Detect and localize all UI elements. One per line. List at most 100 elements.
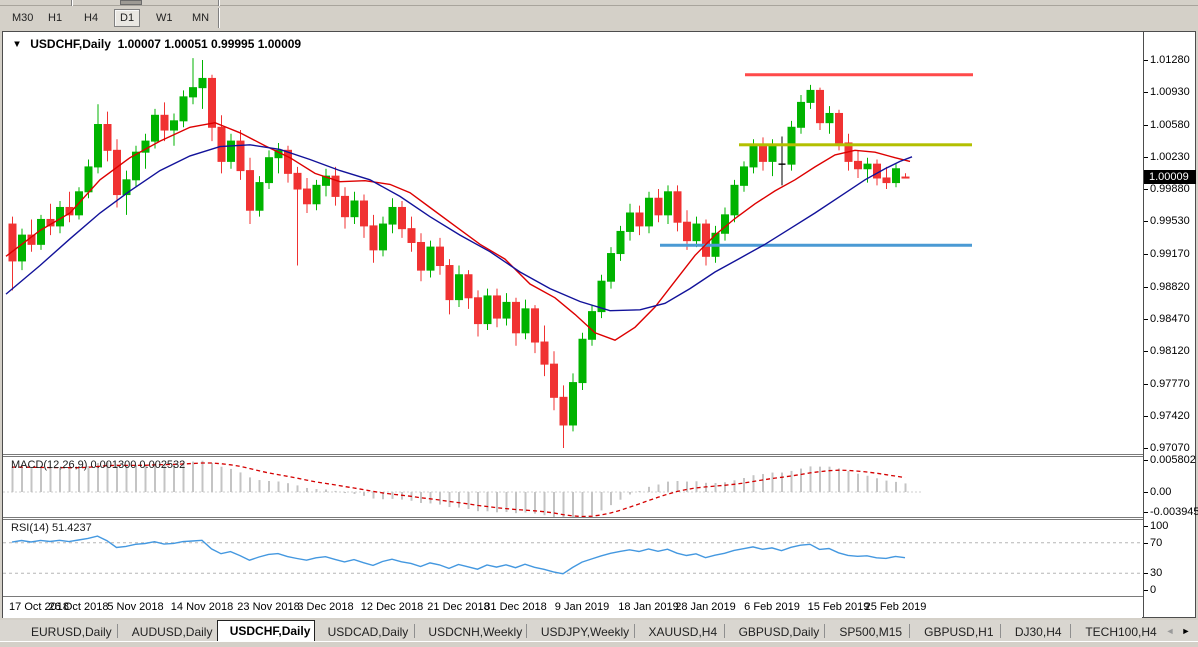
- chart-tab-eurusd[interactable]: EURUSD,Daily: [31, 625, 112, 639]
- chart-window[interactable]: ▼ USDCHF,Daily 1.00007 1.00051 0.99995 1…: [2, 31, 1198, 618]
- chart-caret-icon[interactable]: ▼: [12, 38, 22, 50]
- resistance-yellow: [739, 143, 972, 147]
- chart-title: ▼ USDCHF,Daily 1.00007 1.00051 0.99995 1…: [11, 37, 301, 51]
- date-axis-label: 25 Feb 2019: [864, 601, 927, 613]
- chart-tab-xauusd[interactable]: XAUUSD,H4: [648, 625, 718, 639]
- level-lines-layer: [660, 73, 973, 247]
- timeframe-button-d1[interactable]: D1: [114, 9, 141, 27]
- date-axis-label: 28 Jan 2019: [675, 601, 736, 613]
- time-axis[interactable]: 17 Oct 2018 26 Oct 2018 5 Nov 2018 14 Nov 2…: [3, 598, 1142, 618]
- tab-separator: [116, 624, 118, 638]
- axis-tick: [1144, 318, 1148, 320]
- price-axis-label: 0.98470: [1150, 312, 1190, 325]
- status-bar-edge: [0, 641, 1198, 647]
- price-axis-label: 0.99530: [1150, 215, 1190, 228]
- date-axis-label: 6 Feb 2019: [744, 601, 800, 613]
- tab-separator: [909, 624, 911, 638]
- chart-tab-tech100[interactable]: TECH100,H4: [1085, 625, 1157, 639]
- chart-tab-sp500[interactable]: SP500,M15: [839, 625, 903, 639]
- slow-ma: [5, 144, 913, 312]
- price-chart-canvas[interactable]: [3, 33, 1142, 454]
- timeframe-button-h4[interactable]: H4: [84, 12, 99, 24]
- rsi-axis-label: 30: [1150, 567, 1163, 580]
- timeframe-button-w1[interactable]: W1: [156, 12, 173, 24]
- axis-tick: [1144, 460, 1148, 461]
- axis-tick: [1144, 415, 1148, 417]
- axis-tick: [1144, 590, 1148, 591]
- date-axis-label: 21 Dec 2018: [427, 601, 490, 613]
- pane-splitter[interactable]: [3, 517, 1195, 520]
- axis-tick: [1144, 512, 1148, 514]
- current-price-tag: 1.00009: [1144, 170, 1196, 185]
- chart-tab-gbpusd[interactable]: GBPUSD,H1: [924, 625, 994, 639]
- candles-layer: [8, 58, 910, 449]
- rsi-axis-label: 70: [1150, 536, 1163, 549]
- timeframe-button-m30[interactable]: M30: [12, 12, 34, 24]
- chart-tab-gbpusd[interactable]: GBPUSD,Daily: [738, 625, 820, 639]
- rsi-axis-label: 100: [1150, 520, 1169, 532]
- price-axis-label: 1.00930: [1150, 86, 1190, 99]
- macd-axis-label: 0.005802: [1150, 454, 1196, 466]
- axis-tick: [1144, 221, 1148, 223]
- price-axis-label: 0.99170: [1150, 248, 1190, 261]
- tab-separator: [633, 624, 635, 638]
- macd-label: MACD(12,26,9) 0.001300 0.002532: [11, 459, 186, 471]
- tab-separator: [1070, 624, 1072, 638]
- price-axis-label: 1.00580: [1150, 118, 1190, 131]
- macd-axis-label: 0.00: [1150, 486, 1172, 498]
- date-axis-label: 12 Dec 2018: [360, 601, 424, 613]
- chart-tab-usdjpy[interactable]: USDJPY,Weekly: [540, 625, 630, 639]
- moving-averages-layer: [5, 121, 913, 341]
- axis-tick: [1144, 189, 1148, 191]
- price-axis-label: 0.97070: [1150, 442, 1190, 455]
- macd-pane[interactable]: MACD(12,26,9) 0.001300 0.002532: [3, 457, 1142, 517]
- price-axis-label: 1.01280: [1150, 54, 1190, 66]
- date-axis-label: 15 Feb 2019: [807, 601, 870, 613]
- macd-canvas[interactable]: [3, 457, 1142, 517]
- axis-tick: [1144, 526, 1148, 527]
- axis-tick: [1144, 383, 1148, 385]
- date-axis-label: 3 Dec 2018: [297, 601, 354, 613]
- tab-scroll-right-icon[interactable]: ►: [1181, 625, 1191, 636]
- value-axis[interactable]: 1.00009 1.01280 1.00930 1.00580 1.00230 0.99…: [1143, 32, 1198, 617]
- date-axis-label: 9 Jan 2019: [554, 601, 610, 613]
- price-pane[interactable]: ▼ USDCHF,Daily 1.00007 1.00051 0.99995 1…: [3, 33, 1142, 454]
- axis-tick: [1144, 448, 1148, 450]
- date-axis-label: 5 Nov 2018: [107, 601, 164, 613]
- toolbar-groove: [71, 0, 73, 6]
- axis-tick: [1144, 492, 1148, 493]
- axis-tick: [1144, 573, 1148, 575]
- pane-splitter: [3, 596, 1195, 597]
- date-axis-label: 14 Nov 2018: [170, 601, 234, 613]
- support-blue: [660, 243, 972, 247]
- axis-tick: [1144, 156, 1148, 158]
- timeframe-button-mn[interactable]: MN: [192, 12, 210, 24]
- pressed-button-edge: [120, 0, 142, 5]
- rsi-pane[interactable]: RSI(14) 51.4237: [3, 520, 1142, 596]
- date-axis-label: 26 Oct 2018: [48, 601, 109, 613]
- date-axis-label: 18 Jan 2019: [618, 601, 679, 613]
- chart-tab-usdchf[interactable]: USDCHF,Daily: [216, 620, 315, 641]
- chart-ohlc-values: 1.00007 1.00051 0.99995 1.00009: [117, 37, 302, 51]
- macd-signal-line: [12, 462, 906, 517]
- price-axis-label: 1.00230: [1150, 150, 1190, 163]
- price-axis-label: 0.98820: [1150, 280, 1190, 293]
- rsi-canvas[interactable]: [3, 520, 1142, 596]
- chart-tab-usdcnh[interactable]: USDCNH,Weekly: [428, 625, 523, 639]
- axis-tick: [1144, 286, 1148, 288]
- price-axis-label: 0.99880: [1150, 183, 1190, 196]
- chart-tab-dj30[interactable]: DJ30,H4: [1014, 625, 1062, 639]
- tab-separator: [526, 624, 527, 638]
- chart-symbol-period: USDCHF,Daily: [30, 37, 111, 51]
- tab-scroll-left-icon[interactable]: ◄: [1165, 625, 1175, 636]
- fast-ma: [5, 121, 911, 341]
- chart-tab-bar: EURUSD,Daily AUDUSD,Daily USDCHF,Daily USDC…: [0, 620, 1198, 641]
- chart-tab-usdcad[interactable]: USDCAD,Daily: [327, 625, 409, 639]
- pane-splitter[interactable]: [3, 454, 1195, 457]
- timeframe-button-h1[interactable]: H1: [48, 12, 63, 24]
- timeframe-toolbar: M30 H1 H4 D1 W1 MN: [0, 7, 1198, 30]
- chart-tab-audusd[interactable]: AUDUSD,Daily: [131, 625, 213, 639]
- axis-tick: [1144, 124, 1148, 126]
- price-axis-label: 0.97420: [1150, 409, 1190, 422]
